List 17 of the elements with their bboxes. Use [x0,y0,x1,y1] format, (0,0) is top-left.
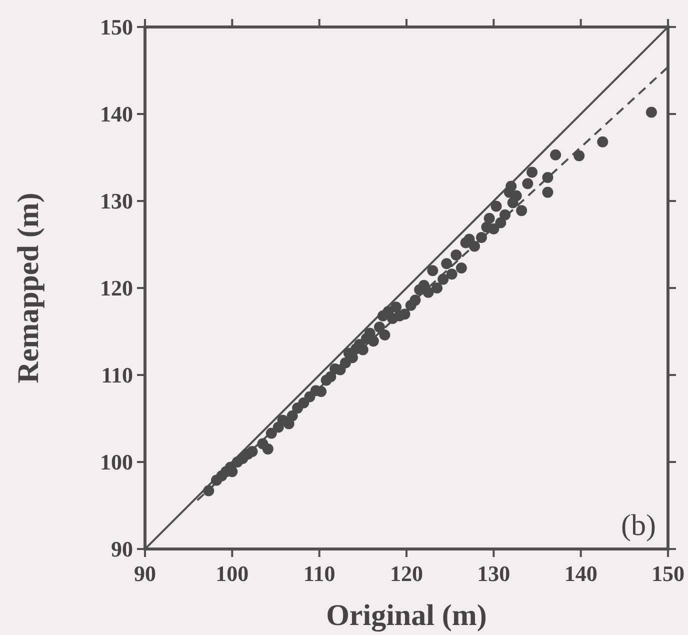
x-tick-label: 140 [564,561,598,586]
y-tick-label: 110 [101,362,133,388]
x-tick-label: 110 [303,561,336,586]
x-tick-label: 100 [216,561,249,586]
y-tick-label: 100 [100,450,133,475]
x-tick-label: 90 [134,561,156,586]
annotation: (b) [621,509,656,542]
x-axis-title: Original (m) [326,599,487,632]
y-tick-label: 90 [111,536,133,562]
y-tick-label: 130 [100,188,133,214]
y-tick-label: 140 [100,102,133,127]
y-axis-title: Remapped (m) [12,192,45,384]
x-tick-label: 120 [390,561,423,586]
y-tick-label: 150 [100,14,133,40]
x-tick-label: 130 [477,561,510,586]
y-tick-label: 120 [100,276,133,301]
x-tick-label: 150 [652,561,684,586]
